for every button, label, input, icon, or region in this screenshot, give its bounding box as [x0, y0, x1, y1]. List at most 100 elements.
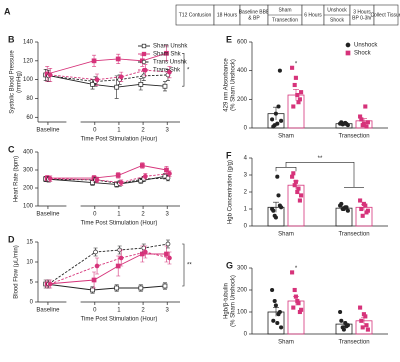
timeline-option: Unshock [327, 7, 347, 13]
data-point [290, 174, 295, 179]
data-point [364, 210, 369, 215]
data-point [138, 82, 144, 87]
timeline-text: T12 Contusion [179, 12, 212, 18]
x-tick-label: 2 [141, 308, 145, 314]
data-point [273, 215, 278, 220]
x-tick-label: 2 [141, 212, 145, 218]
x-tick-label: 0 [93, 212, 97, 218]
legend-label: Unshock [354, 43, 378, 49]
x-tick-label: Transection [338, 232, 369, 238]
timeline-text: Collect Tissue [370, 12, 400, 18]
data-point [297, 198, 302, 203]
timeline-option: Shock [330, 17, 344, 23]
data-point [338, 309, 343, 315]
data-point [271, 124, 276, 129]
data-point [290, 65, 295, 70]
data-point [142, 249, 148, 255]
data-point [279, 325, 284, 330]
data-point [118, 74, 124, 80]
data-point [365, 327, 370, 332]
significance-mark: * [187, 67, 190, 73]
data-point [359, 206, 364, 212]
panel-label: G [226, 260, 233, 270]
series-line [50, 251, 170, 285]
data-point [345, 208, 350, 213]
x-tick-label: Baseline [36, 212, 60, 218]
data-point [291, 171, 296, 176]
series-line [50, 173, 170, 184]
legend-label: Sham Shk [153, 52, 182, 58]
data-point [115, 56, 121, 62]
data-point [292, 287, 297, 293]
timeline-option: Sham [278, 7, 291, 13]
y-axis-label: Hgb/β-tubulin [224, 283, 230, 319]
data-point [299, 307, 304, 312]
y-tick-label: 0 [244, 224, 248, 230]
timeline-text: Baseline BBB [239, 9, 270, 15]
panel-label: A [4, 6, 11, 16]
data-point [90, 287, 95, 293]
data-point [277, 68, 282, 73]
panel-label: D [8, 234, 15, 244]
significance-mark: * [295, 61, 298, 67]
series-line [47, 52, 167, 75]
data-point [364, 124, 369, 129]
data-point [339, 318, 344, 323]
y-axis-label: Hgb Concentration (g/g) [228, 160, 234, 224]
y-axis-label: Blood Flow (μL/min) [14, 245, 20, 298]
data-point [365, 120, 370, 125]
data-point [162, 83, 168, 89]
y-tick-label: 200 [237, 97, 248, 103]
y-tick-label: 300 [237, 266, 248, 272]
y-axis-label: (mmHg) [17, 71, 23, 93]
data-point [361, 121, 366, 126]
data-point [339, 201, 344, 206]
y-tick-label: 200 [23, 186, 34, 192]
data-point [363, 104, 368, 109]
x-tick-label: 3 [166, 308, 170, 314]
y-tick-label: 140 [23, 40, 34, 46]
data-point [91, 58, 97, 64]
data-point [293, 179, 298, 184]
x-axis-label: Time Post Stimulation (Hour) [81, 221, 158, 227]
timeline-text: & BP [248, 15, 260, 21]
data-point [293, 294, 298, 299]
data-point [164, 251, 169, 257]
significance-bracket [182, 52, 185, 87]
data-point [47, 281, 53, 287]
data-point [94, 77, 100, 82]
legend-marker [345, 50, 351, 56]
x-tick-label: 3 [166, 128, 170, 134]
y-tick-label: 60 [26, 115, 33, 121]
data-point [360, 213, 365, 218]
panel-label: E [226, 34, 232, 44]
data-point [167, 69, 172, 75]
data-point [164, 167, 169, 173]
y-axis-label: (% Sham Unshock) [231, 275, 237, 327]
data-point [292, 82, 297, 88]
legend-label: Trans Shk [153, 68, 181, 74]
data-point [279, 118, 284, 123]
data-point [279, 205, 284, 210]
legend-marker [141, 51, 147, 57]
data-point [295, 189, 300, 195]
data-point [272, 298, 277, 304]
y-axis-label: 429 nm Absorbance [224, 58, 230, 112]
x-tick-label: 1 [117, 128, 121, 134]
data-point [291, 305, 296, 310]
legend-marker [141, 67, 147, 73]
data-point [344, 205, 349, 210]
data-point [167, 171, 172, 176]
y-tick-label: 400 [23, 150, 34, 156]
bar [287, 300, 305, 335]
timeline-option: Transection [272, 17, 298, 23]
data-point [341, 327, 346, 332]
data-point [118, 180, 124, 185]
timeline-text: 6 Hours [304, 12, 322, 18]
y-tick-label: 15 [26, 240, 33, 246]
x-axis-label: Time Post Stimulation (Hour) [81, 137, 158, 143]
y-tick-label: 4 [244, 156, 248, 162]
significance-mark: ** [187, 263, 192, 269]
data-point [275, 121, 280, 126]
